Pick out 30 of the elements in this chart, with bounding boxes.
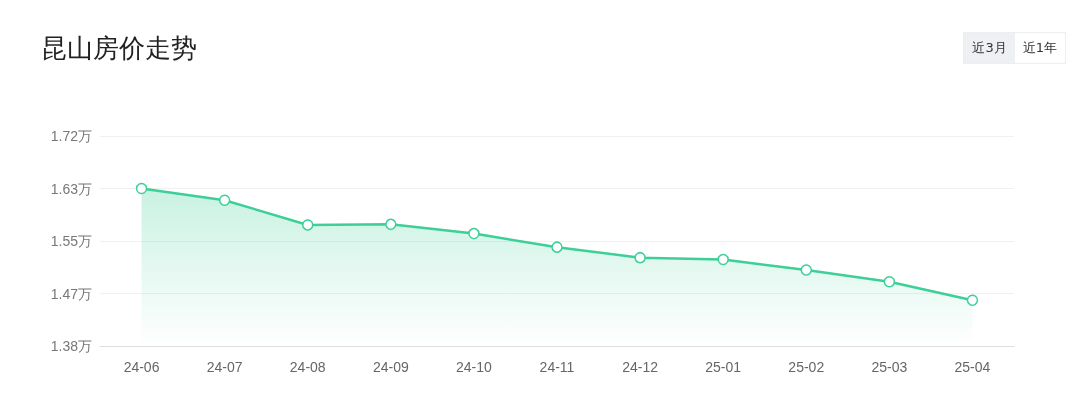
x-tick-label: 24-07 bbox=[206, 359, 243, 375]
x-tick-label: 24-08 bbox=[289, 359, 326, 375]
point bbox=[883, 276, 896, 288]
point bbox=[717, 253, 729, 266]
y-tick-label: 1.38万 bbox=[50, 338, 92, 354]
point bbox=[468, 227, 480, 240]
x-tick-label: 25-01 bbox=[705, 359, 742, 375]
x-tick-label: 25-02 bbox=[788, 359, 825, 375]
x-tick-label: 24-06 bbox=[123, 359, 160, 375]
x-tick-label: 24-09 bbox=[372, 359, 409, 375]
x-tick-label: 24-11 bbox=[539, 359, 575, 375]
point bbox=[301, 219, 314, 231]
text: 近1年 bbox=[1014, 33, 1065, 63]
point bbox=[385, 218, 397, 231]
point bbox=[634, 251, 646, 264]
chart-title: 昆山房价走势 bbox=[41, 33, 197, 63]
x-tick-label: 24-10 bbox=[456, 359, 493, 375]
point bbox=[800, 264, 813, 276]
point bbox=[135, 182, 148, 195]
x-tick-label: 24-12 bbox=[622, 359, 659, 375]
x-tick-label: 25-03 bbox=[871, 359, 908, 375]
point bbox=[218, 194, 231, 206]
y-tick-label: 1.63万 bbox=[50, 180, 92, 197]
x-tick-label: 25-04 bbox=[954, 359, 991, 375]
point bbox=[966, 294, 979, 307]
y-tick-label: 1.72万 bbox=[50, 128, 92, 144]
y-tick-label: 1.55万 bbox=[50, 233, 92, 249]
y-tick-label: 1.47万 bbox=[50, 285, 92, 302]
point bbox=[551, 241, 563, 253]
text: 近3月 bbox=[964, 33, 1015, 63]
